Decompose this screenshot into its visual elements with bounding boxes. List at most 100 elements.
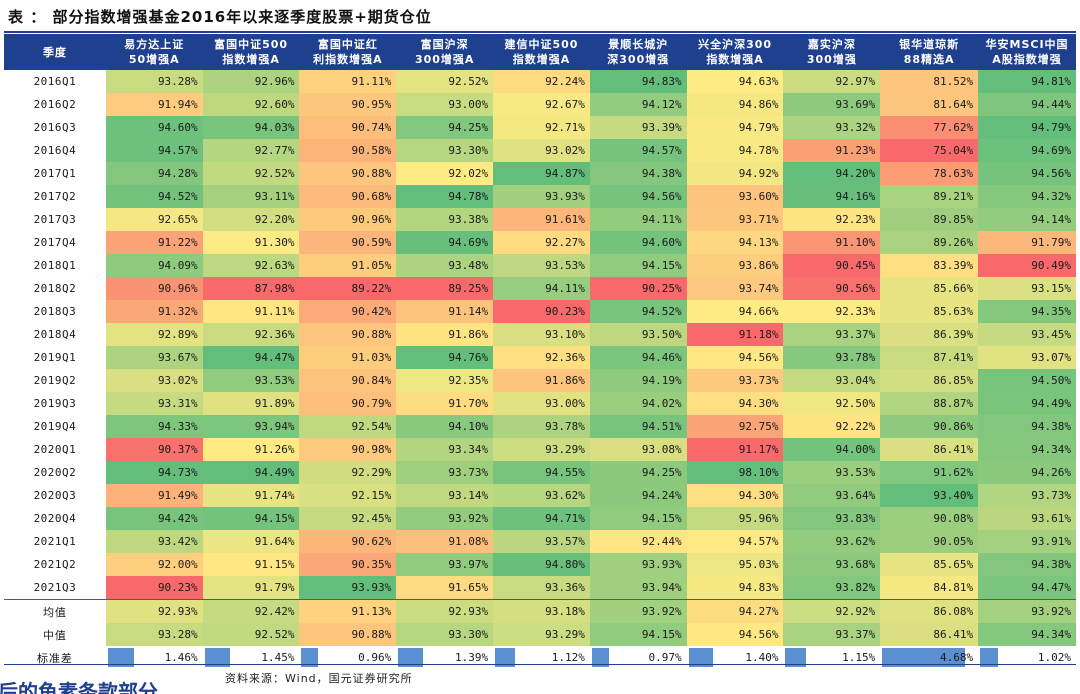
quarter-label: 2019Q2 xyxy=(33,374,77,387)
quarter-label: 2016Q2 xyxy=(33,98,77,111)
position-cell: 90.79% xyxy=(299,392,397,415)
position-cell: 94.15% xyxy=(589,254,687,277)
position-cell: 90.25% xyxy=(589,277,687,300)
quarter-label: 2018Q4 xyxy=(33,328,77,341)
position-cell: 95.03% xyxy=(686,553,784,576)
std-data-bar xyxy=(980,648,999,667)
quarter-label: 2021Q3 xyxy=(33,581,77,594)
header-fund: 富国中证红 利指数增强A xyxy=(299,34,397,70)
position-cell: 91.26% xyxy=(202,438,300,461)
stat-cell: 93.92% xyxy=(978,599,1076,623)
stat-cell: 86.08% xyxy=(880,599,979,623)
position-cell: 93.32% xyxy=(783,116,881,139)
position-cell: 93.02% xyxy=(493,139,590,162)
position-cell: 92.00% xyxy=(105,553,203,576)
position-cell: 90.68% xyxy=(299,185,397,208)
position-cell: 94.12% xyxy=(589,93,687,116)
stat-cell: 93.18% xyxy=(493,599,590,623)
title-bar: 表 ： 部分指数增强基金2016年以来逐季度股票+期货仓位 xyxy=(0,0,1080,33)
position-cell: 92.50% xyxy=(783,392,881,415)
position-cell: 93.73% xyxy=(686,369,784,392)
stat-cell: 92.92% xyxy=(783,599,881,623)
position-cell: 92.65% xyxy=(105,208,203,231)
position-cell: 93.34% xyxy=(396,438,494,461)
std-value: 1.46% xyxy=(164,651,198,664)
table-row: 2020Q2 94.73% 94.49% 92.29% 93.73% 94.55% 94.2… xyxy=(4,461,1076,484)
position-cell: 95.96% xyxy=(686,507,784,530)
stat-cell: 94.34% xyxy=(978,623,1076,646)
position-cell: 91.79% xyxy=(202,576,300,600)
position-cell: 94.66% xyxy=(686,300,784,323)
position-cell: 92.63% xyxy=(202,254,300,277)
table-row: 2016Q1 93.28% 92.96% 91.11% 92.52% 92.24% 94.8… xyxy=(4,70,1076,93)
position-cell: 91.64% xyxy=(202,530,300,553)
title-underline xyxy=(4,31,1076,33)
quarter-label: 2017Q1 xyxy=(33,167,77,180)
stat-cell: 92.93% xyxy=(396,599,494,623)
position-cell: 91.70% xyxy=(396,392,494,415)
stat-cell: 93.30% xyxy=(396,623,494,646)
position-cell: 94.76% xyxy=(396,346,494,369)
position-cell: 84.81% xyxy=(880,576,979,600)
position-cell: 90.42% xyxy=(299,300,397,323)
position-cell: 94.69% xyxy=(978,139,1076,162)
position-cell: 91.65% xyxy=(396,576,494,600)
quarter-label: 2020Q3 xyxy=(33,489,77,502)
position-cell: 93.78% xyxy=(783,346,881,369)
table-row: 2016Q4 94.57% 92.77% 90.58% 93.30% 93.02% 94.5… xyxy=(4,139,1076,162)
stat-cell: 93.28% xyxy=(105,623,203,646)
position-cell: 81.52% xyxy=(880,70,979,93)
header-row: 季度 易方达上证 50增强A 富国中证500 指数增强A 富国中证红 利指数增强A 富国沪深… xyxy=(4,34,1076,70)
position-cell: 83.39% xyxy=(880,254,979,277)
position-cell: 90.98% xyxy=(299,438,397,461)
position-cell: 87.98% xyxy=(202,277,300,300)
position-cell: 91.17% xyxy=(686,438,784,461)
stat-label: 中值 xyxy=(42,628,67,642)
position-cell: 93.97% xyxy=(396,553,494,576)
position-cell: 85.66% xyxy=(880,277,979,300)
position-cell: 94.15% xyxy=(202,507,300,530)
position-cell: 89.85% xyxy=(880,208,979,231)
stat-row: 均值 92.93% 92.42% 91.13% 92.93% 93.18% 93.92% 94… xyxy=(4,599,1076,623)
position-cell: 93.15% xyxy=(978,277,1076,300)
position-cell: 93.86% xyxy=(686,254,784,277)
position-cell: 94.15% xyxy=(589,507,687,530)
quarter-label: 2017Q4 xyxy=(33,236,77,249)
position-cell: 89.26% xyxy=(880,231,979,254)
position-cell: 94.42% xyxy=(105,507,203,530)
quarter-label: 2017Q3 xyxy=(33,213,77,226)
position-cell: 88.87% xyxy=(880,392,979,415)
header-fund: 富国沪深 300增强A xyxy=(396,34,494,70)
position-cell: 90.23% xyxy=(105,576,203,600)
table-row: 2021Q1 93.42% 91.64% 90.62% 91.08% 93.57% 92.4… xyxy=(4,530,1076,553)
position-cell: 85.65% xyxy=(880,553,979,576)
quarter-label: 2020Q2 xyxy=(33,466,77,479)
position-cell: 94.56% xyxy=(978,162,1076,185)
position-cell: 90.58% xyxy=(299,139,397,162)
position-cell: 93.93% xyxy=(299,576,397,600)
position-cell: 94.33% xyxy=(105,415,203,438)
bottom-rule xyxy=(4,664,1076,665)
position-cell: 94.55% xyxy=(493,461,590,484)
position-cell: 94.25% xyxy=(589,461,687,484)
quarter-label: 2019Q4 xyxy=(33,420,77,433)
position-cell: 93.38% xyxy=(396,208,494,231)
position-cell: 92.02% xyxy=(396,162,494,185)
position-cell: 93.74% xyxy=(686,277,784,300)
position-cell: 92.45% xyxy=(299,507,397,530)
position-cell: 90.86% xyxy=(880,415,979,438)
std-cell: 1.45% xyxy=(203,646,300,669)
stat-cell: 92.42% xyxy=(202,599,300,623)
table-row: 2020Q3 91.49% 91.74% 92.15% 93.14% 93.62% 94.2… xyxy=(4,484,1076,507)
position-cell: 91.62% xyxy=(880,461,979,484)
table-row: 2017Q2 94.52% 93.11% 90.68% 94.78% 93.93% 94.5… xyxy=(4,185,1076,208)
position-cell: 92.44% xyxy=(589,530,687,553)
position-cell: 93.37% xyxy=(783,323,881,346)
position-cell: 90.88% xyxy=(299,323,397,346)
position-cell: 93.91% xyxy=(978,530,1076,553)
position-cell: 90.74% xyxy=(299,116,397,139)
position-cell: 91.23% xyxy=(783,139,881,162)
fund-name-line1: 易方达上证 xyxy=(124,38,185,51)
std-cell: 1.46% xyxy=(106,646,203,669)
stat-cell: 93.29% xyxy=(493,623,590,646)
